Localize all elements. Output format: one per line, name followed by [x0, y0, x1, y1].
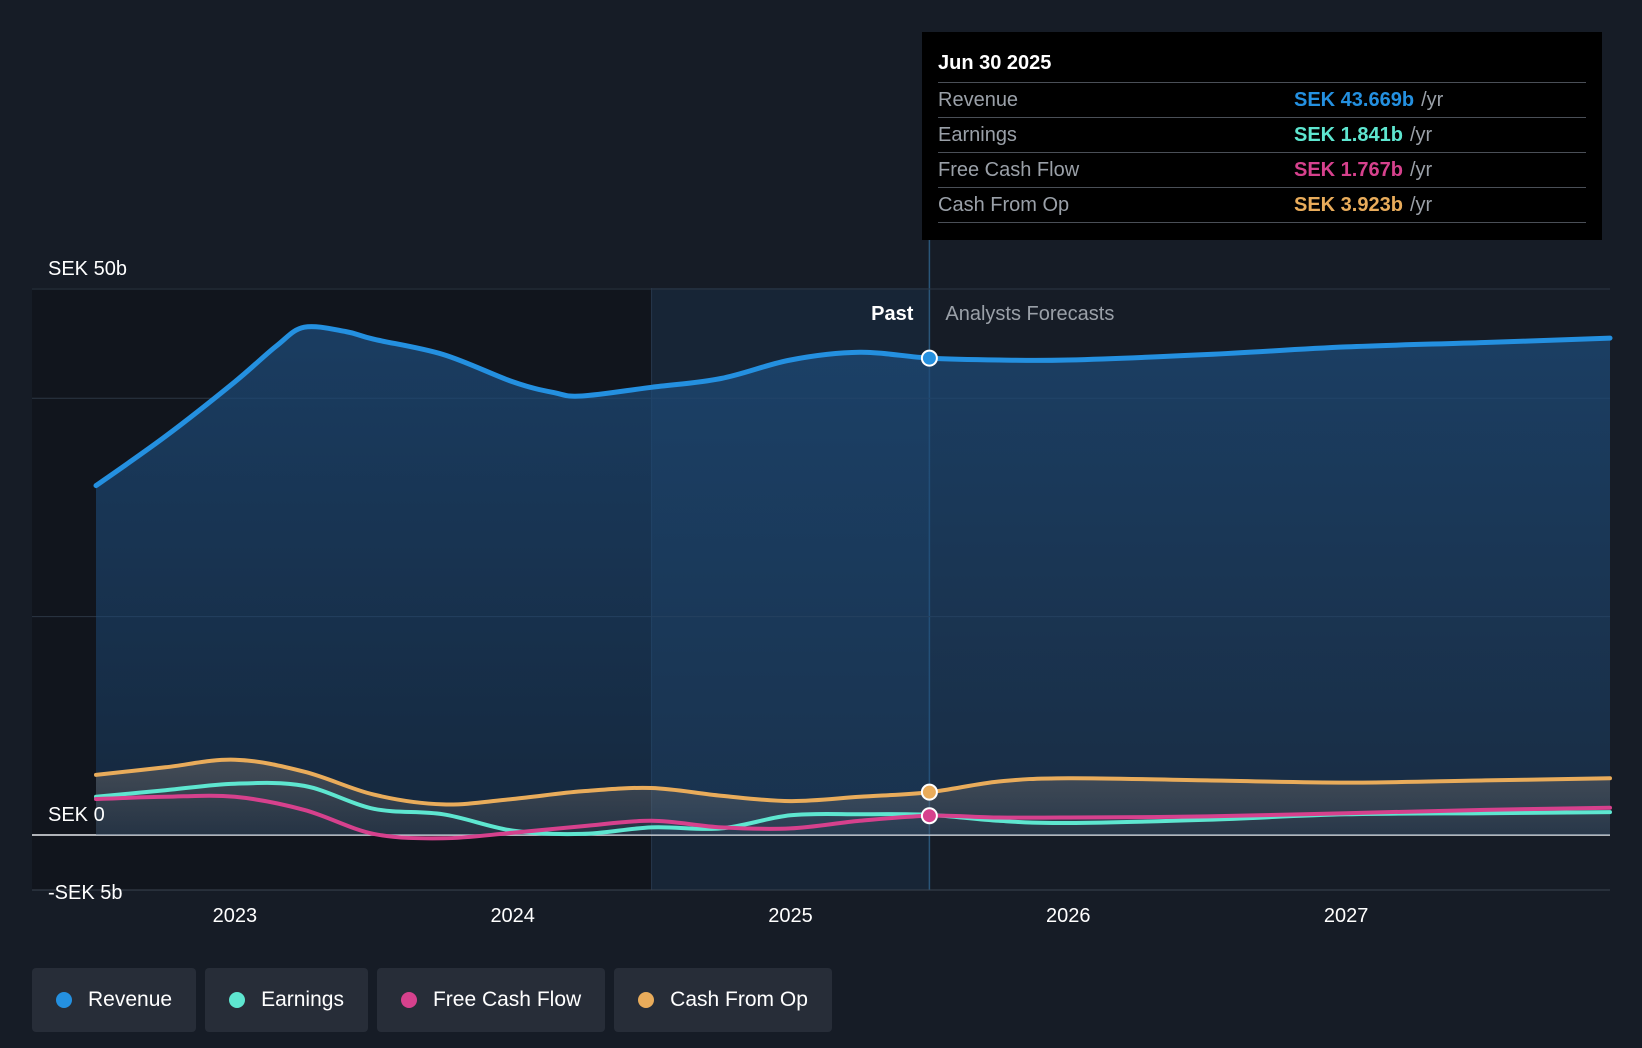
- x-tick-label: 2027: [1324, 905, 1369, 927]
- past-label: Past: [871, 303, 914, 325]
- tooltip-date: Jun 30 2025: [938, 52, 1052, 74]
- revenue-dot-icon: [56, 992, 72, 1008]
- earnings-dot-icon: [229, 992, 246, 1008]
- free-cash-flow-marker: [920, 807, 938, 825]
- tooltip-value: SEK 1.767b: [1294, 158, 1403, 181]
- tooltip-row-earnings: Earnings SEK 1.841b /yr: [938, 117, 1586, 152]
- tooltip-row-cash-from-op: Cash From Op SEK 3.923b /yr: [938, 187, 1586, 223]
- tooltip-label: Free Cash Flow: [938, 158, 1080, 181]
- legend-label: Cash From Op: [670, 988, 808, 1011]
- revenue-line: [93, 324, 1613, 489]
- revenue-marker: [920, 349, 938, 367]
- tooltip-row-revenue: Revenue SEK 43.669b /yr: [938, 82, 1586, 117]
- legend-item-earnings[interactable]: Earnings: [205, 968, 368, 1032]
- tooltip: Jun 30 2025 Revenue SEK 43.669b /yr Earn…: [922, 32, 1602, 240]
- x-tick-label: 2025: [768, 905, 813, 927]
- legend-label: Earnings: [261, 988, 344, 1011]
- y-tick-label: SEK 50b: [48, 258, 127, 280]
- y-tick-label: -SEK 5b: [48, 882, 122, 904]
- legend: Revenue Earnings Free Cash Flow Cash Fro…: [32, 968, 841, 1032]
- revenue-area: [96, 326, 1610, 835]
- tooltip-value: SEK 43.669b: [1294, 88, 1415, 111]
- tooltip-row-free-cash-flow: Free Cash Flow SEK 1.767b /yr: [938, 152, 1586, 187]
- tooltip-unit: /yr: [1421, 88, 1444, 111]
- legend-item-cash-from-op[interactable]: Cash From Op: [614, 968, 832, 1032]
- x-tick-label: 2023: [213, 905, 258, 927]
- tooltip-unit: /yr: [1409, 193, 1433, 216]
- tooltip-unit: /yr: [1409, 158, 1433, 181]
- tooltip-value: SEK 3.923b: [1294, 193, 1403, 216]
- x-tick-label: 2026: [1046, 905, 1091, 927]
- forecast-label: Analysts Forecasts: [945, 303, 1114, 325]
- tooltip-label: Earnings: [938, 123, 1017, 146]
- tooltip-unit: /yr: [1409, 123, 1433, 146]
- tooltip-label: Revenue: [938, 88, 1019, 111]
- x-tick-label: 2024: [490, 905, 535, 927]
- legend-label: Revenue: [88, 988, 173, 1011]
- free-cash-flow-dot-icon: [400, 992, 417, 1008]
- legend-item-free-cash-flow[interactable]: Free Cash Flow: [376, 968, 606, 1032]
- tooltip-label: Cash From Op: [938, 193, 1070, 216]
- tooltip-value: SEK 1.841b: [1294, 123, 1403, 146]
- cash-from-op-marker: [920, 783, 938, 801]
- free-cash-flow-line: [94, 793, 1612, 841]
- legend-item-revenue[interactable]: Revenue: [32, 968, 197, 1032]
- cash-from-op-line: [94, 757, 1612, 807]
- cash-from-op-dot-icon: [638, 992, 655, 1008]
- y-tick-label: SEK 0: [48, 804, 105, 826]
- legend-label: Free Cash Flow: [432, 988, 582, 1011]
